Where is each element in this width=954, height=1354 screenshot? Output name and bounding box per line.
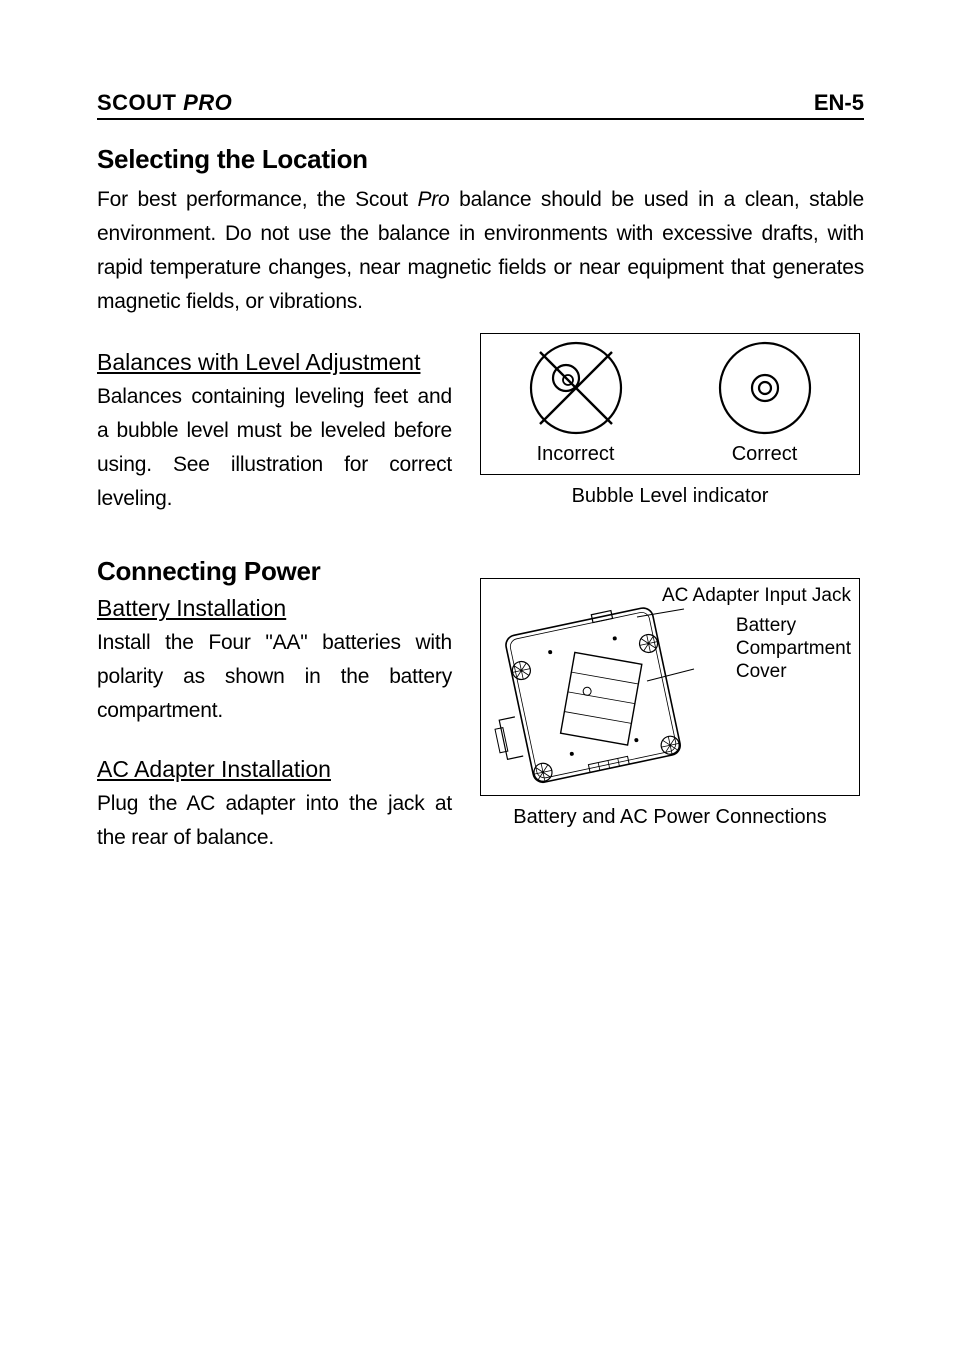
bubble-incorrect-group: Incorrect [526,339,626,466]
page-header: SCOUT PRO EN-5 [97,90,864,120]
anno-cover-l2: Compartment [736,638,851,659]
bubble-figure-caption: Bubble Level indicator [572,485,769,508]
level-adjust-row: Balances with Level Adjustment Balances … [97,333,864,516]
product-suffix: PRO [183,90,232,115]
bubble-correct-icon [715,339,815,437]
body-pre: For best performance, the Scout [97,188,417,211]
product-line: SCOUT [97,90,177,115]
bubble-incorrect-label: Incorrect [537,443,615,466]
power-row: Connecting Power Battery Installation In… [97,556,864,855]
device-figure-box: AC Adapter Input Jack Battery Compartmen… [480,578,860,796]
sub-body-adapter: Plug the AC adapter into the jack at the… [97,787,452,855]
body-italic: Pro [417,188,449,211]
bubble-incorrect-icon [526,339,626,437]
anno-battery-cover: Battery Compartment Cover [736,615,851,683]
anno-cover-l3: Cover [736,661,787,682]
sub-heading-level: Balances with Level Adjustment [97,349,452,376]
product-name: SCOUT PRO [97,90,232,116]
bubble-correct-group: Correct [715,339,815,466]
sub-heading-adapter: AC Adapter Installation [97,756,452,783]
device-figure-col: AC Adapter Input Jack Battery Compartmen… [476,578,864,855]
device-illustration-icon [489,599,709,794]
manual-page: SCOUT PRO EN-5 Selecting the Location Fo… [0,0,954,1354]
sub-heading-battery: Battery Installation [97,595,452,622]
bubble-figure-box: Incorrect Correct [480,333,860,475]
bubble-figure-col: Incorrect Correct Bubble Level indicator [476,333,864,516]
sub-body-battery: Install the Four "AA" batteries with pol… [97,626,452,728]
section-heading-location: Selecting the Location [97,144,864,175]
section-body-location: For best performance, the Scout Pro bala… [97,183,864,319]
bubble-correct-label: Correct [732,443,798,466]
anno-cover-l1: Battery [736,615,796,636]
level-adjust-text-col: Balances with Level Adjustment Balances … [97,333,452,516]
power-text-col: Connecting Power Battery Installation In… [97,556,452,855]
page-number: EN-5 [814,90,864,116]
sub-body-level: Balances containing leveling feet and a … [97,380,452,516]
section-heading-power: Connecting Power [97,556,452,587]
device-figure-caption: Battery and AC Power Connections [513,806,827,829]
